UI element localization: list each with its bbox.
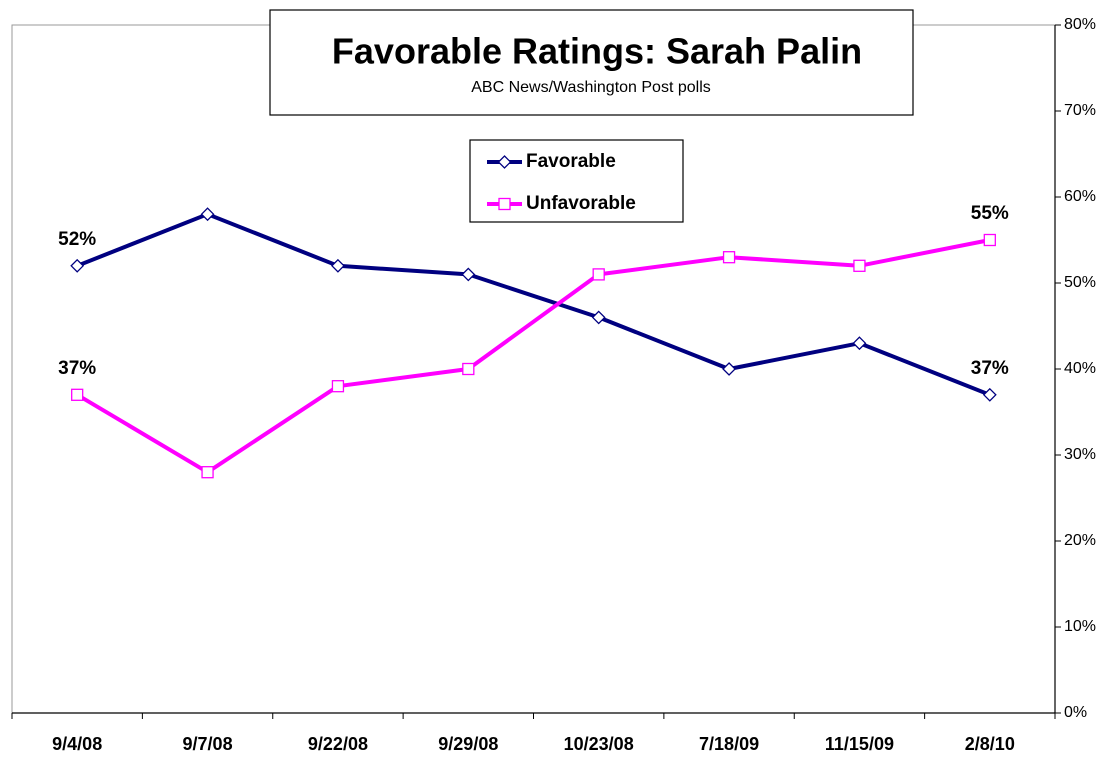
data-label: 37% xyxy=(971,358,1009,379)
y-tick-label: 70% xyxy=(1064,102,1096,119)
data-point xyxy=(201,466,214,479)
legend-label: Unfavorable xyxy=(526,193,636,214)
data-point xyxy=(200,207,215,222)
x-tick-label: 9/7/08 xyxy=(183,734,233,754)
chart-title: Favorable Ratings: Sarah Palin xyxy=(332,31,862,72)
x-tick-label: 2/8/10 xyxy=(965,734,1015,754)
data-point xyxy=(71,388,84,401)
data-point xyxy=(722,251,736,264)
y-tick-label: 20% xyxy=(1064,532,1096,549)
chart-subtitle: ABC News/Washington Post polls xyxy=(471,79,711,96)
legend-label: Favorable xyxy=(526,151,616,172)
data-point xyxy=(852,336,867,351)
data-point xyxy=(331,380,345,393)
data-point xyxy=(982,387,997,402)
y-tick-label: 30% xyxy=(1064,446,1096,463)
y-tick-label: 50% xyxy=(1064,274,1096,291)
y-tick-label: 0% xyxy=(1064,704,1087,721)
y-tick-label: 80% xyxy=(1064,16,1096,33)
y-tick-label: 60% xyxy=(1064,188,1096,205)
data-point xyxy=(983,233,996,247)
title-box xyxy=(269,9,914,116)
y-tick-label: 10% xyxy=(1064,618,1096,635)
legend-marker xyxy=(498,197,511,211)
x-tick-label: 9/4/08 xyxy=(52,734,102,754)
x-tick-label: 9/29/08 xyxy=(438,734,498,754)
legend-marker xyxy=(497,155,512,169)
data-point xyxy=(853,259,866,272)
data-point xyxy=(591,310,606,325)
data-point xyxy=(462,362,475,376)
data-label: 37% xyxy=(58,358,96,379)
data-label: 52% xyxy=(58,229,96,250)
x-tick-label: 11/15/09 xyxy=(825,734,894,754)
x-tick-label: 10/23/08 xyxy=(564,734,634,754)
series-line xyxy=(76,212,991,397)
x-tick-label: 7/18/09 xyxy=(699,734,759,754)
series-line xyxy=(76,238,991,475)
data-label: 55% xyxy=(971,203,1009,224)
data-point xyxy=(592,268,605,281)
data-point xyxy=(70,258,85,273)
x-tick-label: 9/22/08 xyxy=(308,734,368,754)
data-point xyxy=(461,267,476,282)
y-tick-label: 40% xyxy=(1064,360,1096,377)
data-point xyxy=(331,258,345,273)
plot-area xyxy=(11,24,1056,714)
data-point xyxy=(722,362,736,376)
